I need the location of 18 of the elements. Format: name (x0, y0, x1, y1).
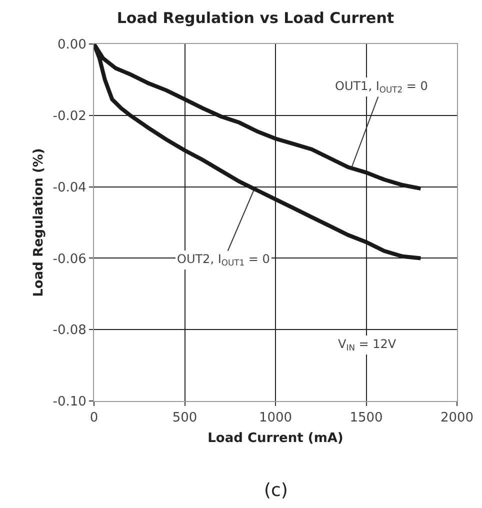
x-axis-title: Load Current (mA) (208, 431, 344, 446)
y-tick-label: -0.02 (52, 108, 86, 124)
y-tick-label: -0.04 (52, 180, 86, 196)
y-tick-label: -0.10 (52, 394, 86, 410)
annotation: V$_{IN}$ = 12V (338, 337, 397, 353)
annotation: OUT2, I$_{OUT1}$ = 0 (177, 252, 270, 268)
x-tick-label: 2000 (440, 410, 474, 426)
annotation: OUT1, I$_{OUT2}$ = 0 (335, 79, 428, 95)
x-tick-label: 1500 (350, 410, 383, 426)
x-tick-label: 500 (172, 410, 198, 426)
text: (c) (264, 480, 288, 501)
y-axis-title: Load Regulation (%) (32, 148, 47, 297)
x-tick-label: 0 (90, 410, 98, 426)
x-tick-label: 1000 (258, 410, 292, 426)
y-tick-label: -0.06 (52, 252, 86, 267)
chart-title: Load Regulation vs Load Current (116, 9, 394, 28)
y-tick-label: 0.00 (57, 38, 86, 53)
y-tick-label: -0.08 (52, 323, 86, 338)
